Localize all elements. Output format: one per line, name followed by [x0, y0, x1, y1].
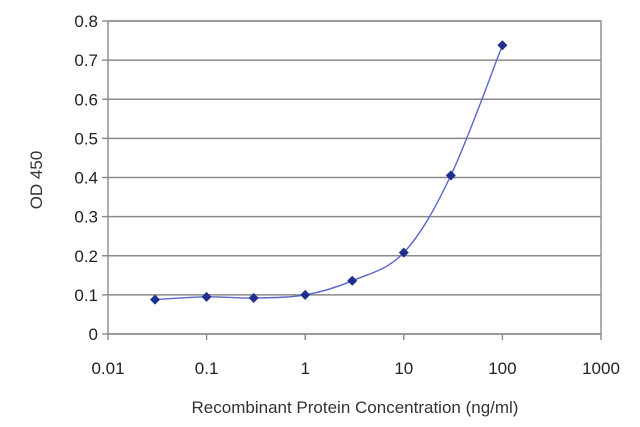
data-point: [300, 289, 311, 300]
x-axis-title: Recombinant Protein Concentration (ng/ml…: [192, 398, 519, 417]
data-point: [150, 294, 161, 305]
x-tick-label: 0.01: [91, 359, 124, 378]
y-axis-title: OD 450: [27, 151, 46, 210]
y-tick-label: 0.3: [74, 208, 98, 227]
y-tick-label: 0.5: [74, 129, 98, 148]
x-tick-label: 0.1: [195, 359, 219, 378]
data-point: [398, 247, 409, 258]
grid: [108, 20, 601, 335]
x-tick-label: 1: [300, 359, 309, 378]
data-point: [201, 291, 212, 302]
x-tick-label: 100: [488, 359, 516, 378]
y-tick-label: 0.6: [74, 90, 98, 109]
x-tick-label: 10: [394, 359, 413, 378]
tick-labels: 0 0.1 0.2 0.3 0.4 0.5 0.6 0.7 0.8 0.01 0.1 1 10 100 10…: [74, 12, 620, 378]
data-points: [150, 40, 508, 305]
data-point: [445, 170, 456, 181]
y-tick-label: 0.1: [74, 286, 98, 305]
x-tick-label: 1000: [582, 359, 620, 378]
y-tick-label: 0.7: [74, 51, 98, 70]
data-point: [248, 293, 259, 304]
axis-ticks: [102, 20, 602, 340]
data-point: [497, 40, 508, 51]
y-tick-label: 0.4: [74, 169, 98, 188]
data-point: [347, 275, 358, 286]
y-tick-label: 0.8: [74, 12, 98, 31]
y-tick-label: 0.2: [74, 247, 98, 266]
y-tick-label: 0: [89, 325, 98, 344]
